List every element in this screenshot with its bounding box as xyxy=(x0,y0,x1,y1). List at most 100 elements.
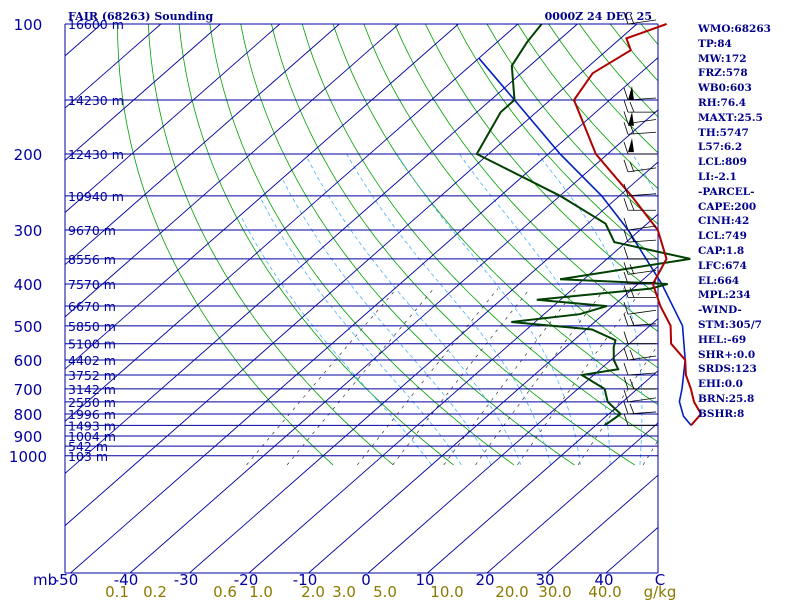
temperature-tick-label: -50 xyxy=(54,571,79,589)
wind-barb xyxy=(627,225,657,231)
chart-grid xyxy=(64,23,659,574)
pressure-label: 800 xyxy=(14,406,43,424)
param-item: CAP:1.8 xyxy=(698,244,745,257)
wind-pennant xyxy=(628,111,634,126)
wind-barb xyxy=(627,269,657,275)
wind-barb-flag xyxy=(623,313,629,326)
param-item: HEL:-69 xyxy=(698,333,747,346)
mixing-ratio-tick-label: 0.6 xyxy=(213,583,237,600)
param-item: LCL:809 xyxy=(698,156,747,169)
moist-adiabat xyxy=(307,158,522,466)
pressure-label: 1000 xyxy=(9,448,47,466)
param-item: LI:-2.1 xyxy=(698,170,737,183)
dry-adiabat xyxy=(209,24,515,466)
wind-barb-flag xyxy=(629,403,635,415)
wind-barb-flag xyxy=(623,111,629,124)
wind-barb-flag xyxy=(629,349,635,361)
wind-barb-flag xyxy=(623,122,629,135)
mixing-ratio-tick-label: 5.0 xyxy=(373,583,397,600)
height-label: 1996 m xyxy=(68,407,116,422)
param-item: LFC:674 xyxy=(698,259,747,272)
height-label: 12430 m xyxy=(68,147,124,162)
param-item: WMO:68263 xyxy=(698,23,771,35)
height-label: 16600 m xyxy=(68,17,124,32)
wind-barb-flag xyxy=(629,287,635,298)
isotherm xyxy=(308,265,658,573)
mixing-ratio-tick-label: g/kg xyxy=(644,583,677,600)
mixing-ratio-line xyxy=(475,288,606,466)
param-item: BRN:25.8 xyxy=(698,392,755,405)
pressure-label: 400 xyxy=(14,276,43,294)
pressure-axis-label: mb xyxy=(33,571,57,589)
mixing-ratio-tick-label: 3.0 xyxy=(332,583,356,600)
moist-adiabat xyxy=(241,216,433,466)
wind-barb-flag xyxy=(623,302,629,315)
wind-barb xyxy=(627,131,657,135)
wind-barbs xyxy=(623,11,657,426)
mixing-ratio-tick-label: 2.0 xyxy=(301,583,325,600)
height-label: 7570 m xyxy=(68,277,116,292)
isotherm xyxy=(486,422,658,573)
pressure-label: 500 xyxy=(14,318,43,336)
wind-barb-flag xyxy=(629,264,635,275)
moist-adiabat xyxy=(260,199,462,466)
sounding-curves xyxy=(475,11,703,427)
isotherm xyxy=(65,24,578,475)
param-item: WB0:603 xyxy=(698,82,752,95)
temperature-tick-label: 30 xyxy=(535,571,554,589)
wind-barb-flag xyxy=(629,200,635,211)
wind-barb-flag xyxy=(623,271,629,285)
moist-adiabat xyxy=(346,153,552,466)
wind-barb xyxy=(627,281,657,285)
temperature-tick-label: -10 xyxy=(293,571,318,589)
wind-barb xyxy=(627,397,657,403)
param-item: TH:5747 xyxy=(698,126,749,139)
wind-barb-flag xyxy=(623,401,629,415)
wind-barb-flag xyxy=(629,378,635,390)
height-label: 10940 m xyxy=(68,189,124,204)
temperature-tick-label: 10 xyxy=(415,571,434,589)
wind-barb-flag xyxy=(629,13,635,25)
wind-barb-flag xyxy=(623,285,629,298)
pressure-label: 900 xyxy=(14,428,43,446)
wind-barb-flag xyxy=(623,229,629,243)
mixing-ratio-tick-label: 0.1 xyxy=(105,583,129,600)
chart-title: FAIR (68263) Sounding xyxy=(68,10,213,23)
temperature-tick-label: -30 xyxy=(174,571,199,589)
mixing-ratio-line xyxy=(443,288,577,466)
wind-barb-flag xyxy=(623,389,629,402)
height-label: 1004 m xyxy=(68,429,116,444)
wind-barb xyxy=(627,355,657,361)
moist-adiabat xyxy=(458,153,611,465)
param-item: SRDS:123 xyxy=(698,363,757,376)
height-label: 5100 m xyxy=(68,337,116,352)
mixing-ratio-line xyxy=(517,288,643,466)
height-label: 103 m xyxy=(68,449,108,464)
param-item: MPL:234 xyxy=(698,289,751,302)
height-label: 5850 m xyxy=(68,319,116,334)
isotherm xyxy=(65,24,459,370)
param-item: FRZ:578 xyxy=(698,67,748,80)
isotherm xyxy=(65,24,221,161)
mixing-ratio-tick-label: 0.2 xyxy=(143,583,167,600)
param-item: -PARCEL- xyxy=(698,185,755,198)
wind-barb-flag xyxy=(623,217,629,231)
height-label: 14230 m xyxy=(68,93,124,108)
isotherm xyxy=(65,24,638,527)
param-item: L57:6.2 xyxy=(698,141,743,154)
temperature-tick-label: -20 xyxy=(234,571,259,589)
param-item: MAXT:25.5 xyxy=(698,111,763,124)
height-label: 8556 m xyxy=(68,252,116,267)
dry-adiabat xyxy=(240,24,575,466)
mixing-ratio-tick-label: 20.0 xyxy=(495,583,528,600)
mixing-ratio-tick-label: 40.0 xyxy=(588,583,621,600)
wind-barb xyxy=(627,411,657,415)
isotherm xyxy=(65,24,400,318)
wind-barb-flag xyxy=(623,331,629,344)
pressure-label: 100 xyxy=(14,16,43,34)
param-item: BSHR:8 xyxy=(698,407,745,420)
wind-pennant xyxy=(628,86,634,101)
height-label: 2550 m xyxy=(68,395,116,410)
temperature-tick-label: C xyxy=(655,571,665,589)
